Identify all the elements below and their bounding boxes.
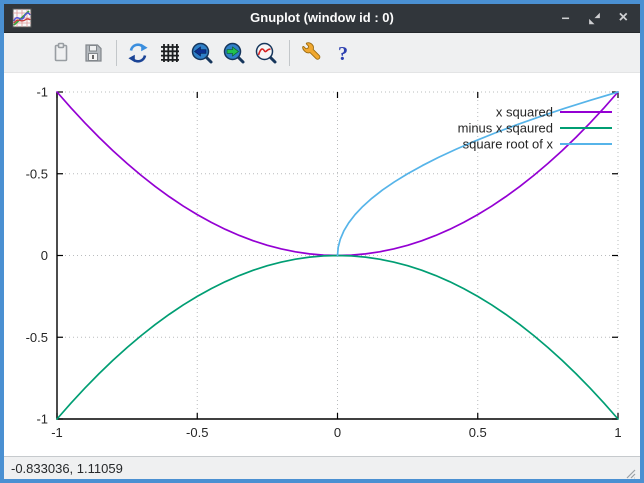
zoom-previous-button[interactable] <box>189 40 215 66</box>
legend-label: square root of x <box>463 137 554 152</box>
autoscale-icon <box>255 42 277 63</box>
x-tick-label: 0.5 <box>469 425 487 440</box>
toolbar-separator <box>289 39 290 66</box>
save-icon <box>85 43 102 62</box>
minimize-button[interactable]: − <box>561 10 570 26</box>
legend-label: x squared <box>496 105 553 120</box>
zoom-previous-icon <box>191 42 213 63</box>
title-bar[interactable]: Gnuplot (window id : 0) − × <box>4 4 640 33</box>
refresh-icon <box>128 42 148 63</box>
replot-button[interactable] <box>125 40 151 66</box>
y-tick-label: -0.5 <box>26 330 48 345</box>
close-button[interactable]: × <box>618 9 628 26</box>
grid-toggle-button[interactable] <box>157 40 183 66</box>
y-tick-label: -1 <box>36 85 48 100</box>
maximize-button[interactable] <box>588 12 601 25</box>
zoom-next-button[interactable] <box>221 40 247 66</box>
window-title: Gnuplot (window id : 0) <box>250 10 394 25</box>
x-tick-label: 0 <box>334 425 341 440</box>
options-button[interactable] <box>298 40 324 66</box>
grid-icon <box>161 43 179 62</box>
series-square-root-of-x <box>336 91 619 257</box>
cursor-coordinates: -0.833036, 1.11059 <box>11 460 123 476</box>
status-bar: -0.833036, 1.11059 <box>4 456 640 479</box>
maximize-icon <box>588 12 600 24</box>
window-controls: − × <box>561 4 628 32</box>
y-tick-label: 0 <box>41 248 48 263</box>
x-tick-label: -0.5 <box>186 425 208 440</box>
autoscale-button[interactable] <box>253 40 279 66</box>
x-tick-label: 1 <box>614 425 621 440</box>
help-button[interactable]: ? <box>330 40 356 66</box>
clipboard-icon <box>54 42 68 61</box>
svg-text:?: ? <box>338 43 348 65</box>
export-image-button[interactable] <box>80 40 106 66</box>
zoom-next-icon <box>223 42 245 63</box>
copy-clipboard-button[interactable] <box>48 40 74 66</box>
y-tick-label: -0.5 <box>26 166 48 181</box>
resize-grip[interactable] <box>621 464 636 479</box>
x-tick-label: -1 <box>51 425 63 440</box>
y-tick-label: -1 <box>36 412 48 427</box>
help-icon: ? <box>338 43 348 65</box>
gnuplot-app-icon <box>12 8 32 28</box>
toolbar: ? <box>4 33 640 73</box>
plot-canvas: -1 -0.5 0 0.5 1 -1 -0.5 0 -0.5 -1 x squared minus x… <box>4 73 640 456</box>
toolbar-separator <box>116 39 117 66</box>
wrench-icon <box>302 41 321 60</box>
legend-label: minus x sqaured <box>458 121 553 136</box>
